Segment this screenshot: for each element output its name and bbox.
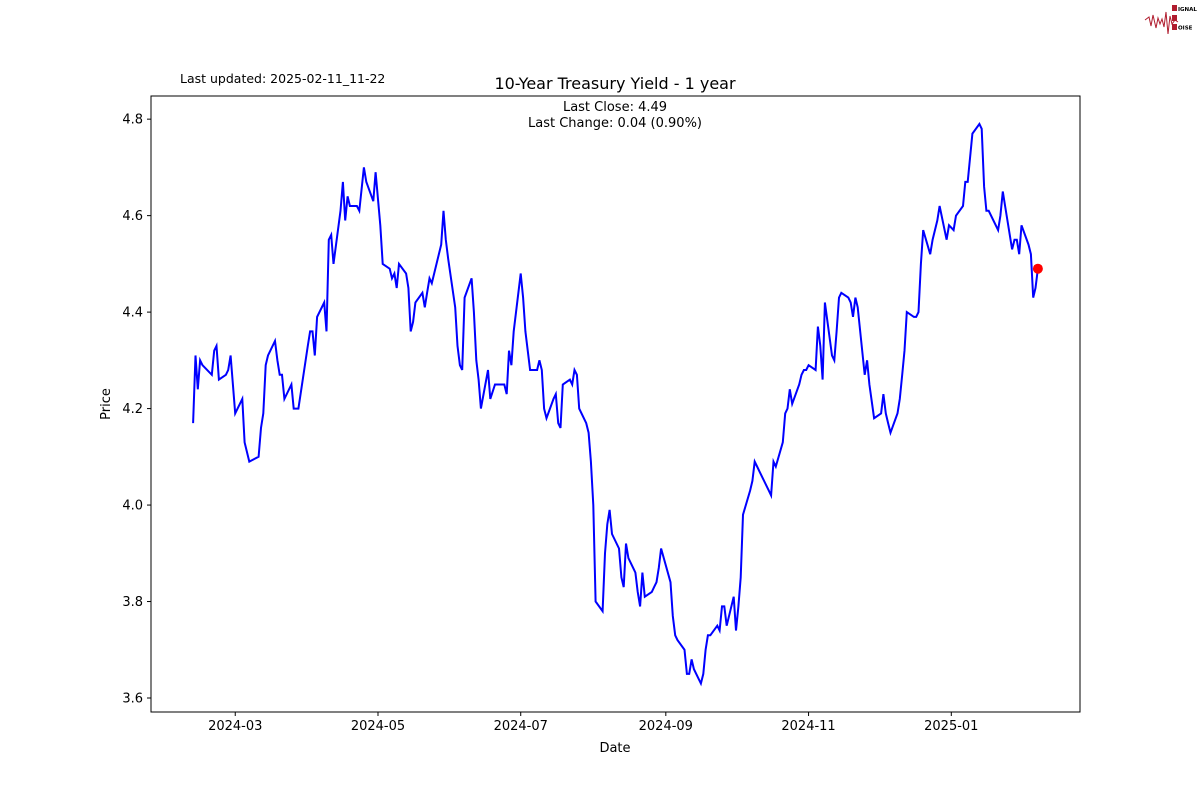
x-tick-label: 2024-09 [639, 719, 693, 734]
plot-area: 2024-03 2024-05 2024-07 2024-09 2024-11 2025-… [122, 95, 1081, 734]
x-tick-label: 2024-07 [494, 719, 548, 734]
last-close-annotation: Last Close: 4.49 [563, 100, 667, 115]
x-axis-label: Date [599, 741, 630, 756]
y-tick-label: 4.2 [122, 402, 143, 417]
signal-2-noise-logo: IGNAL OISE [1144, 5, 1197, 35]
last-updated: Last updated: 2025-02-11_11-22 [180, 71, 385, 86]
svg-text:IGNAL: IGNAL [1178, 7, 1197, 13]
x-tick-label: 2024-05 [351, 719, 405, 734]
series-line [192, 122, 1039, 687]
waveform-icon [1144, 11, 1179, 35]
y-tick-label: 4.0 [122, 499, 143, 514]
y-tick-label: 4.4 [122, 306, 143, 321]
y-tick-label: 3.6 [122, 692, 143, 707]
x-axis: 2024-03 2024-05 2024-07 2024-09 2024-11 2025-… [208, 712, 978, 734]
y-tick-label: 4.6 [122, 209, 143, 224]
axes-frame [150, 95, 1081, 713]
y-tick-label: 3.8 [122, 595, 143, 610]
x-tick-label: 2025-01 [924, 719, 978, 734]
last-close-marker [1032, 263, 1043, 274]
y-axis-label: Price [99, 388, 114, 420]
y-tick-label: 4.8 [122, 113, 143, 128]
svg-text:OISE: OISE [1178, 26, 1193, 32]
x-tick-label: 2024-11 [781, 719, 835, 734]
last-change-annotation: Last Change: 0.04 (0.90%) [528, 116, 702, 131]
y-axis: 3.6 3.8 4.0 4.2 4.4 4.6 4.8 [122, 113, 151, 707]
chart-title: 10-Year Treasury Yield - 1 year [494, 74, 736, 93]
x-tick-label: 2024-03 [208, 719, 262, 734]
